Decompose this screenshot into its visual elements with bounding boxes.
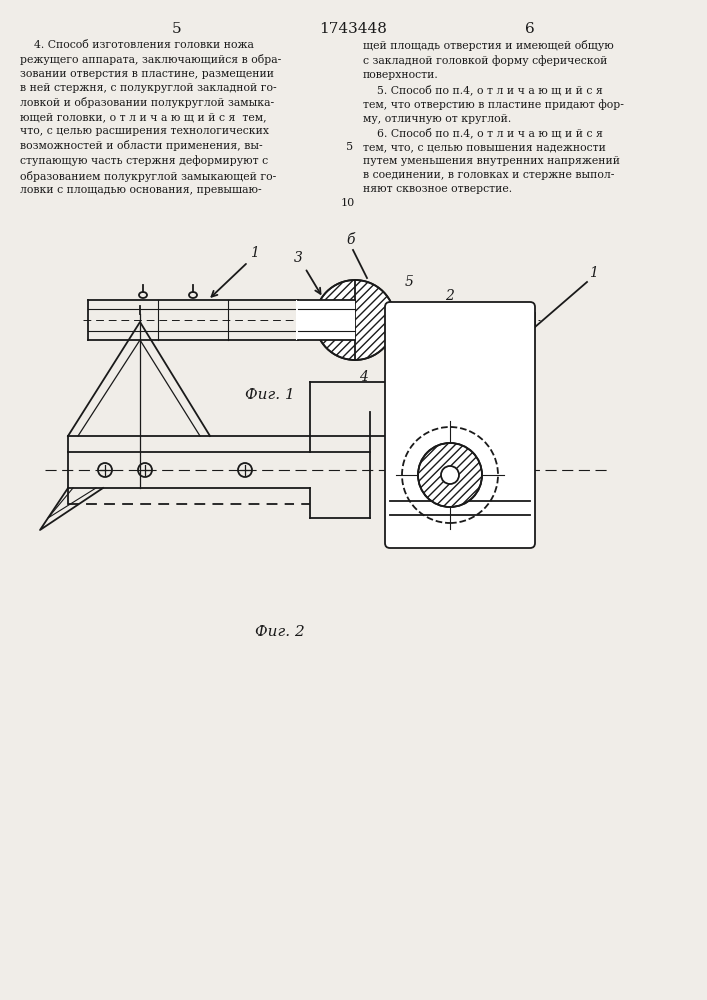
Text: Фиг. 1: Фиг. 1 <box>245 388 295 402</box>
Text: 3: 3 <box>509 441 518 455</box>
Text: 3: 3 <box>294 251 303 265</box>
Text: Фиг. 2: Фиг. 2 <box>255 625 305 639</box>
Text: 1: 1 <box>250 246 259 260</box>
Text: щей площадь отверстия и имеющей общую
с закладной головкой форму сферической
пов: щей площадь отверстия и имеющей общую с … <box>363 40 624 194</box>
Text: 1: 1 <box>589 266 598 280</box>
FancyBboxPatch shape <box>385 302 535 548</box>
Text: 4. Способ изготовления головки ножа
режущего аппарата, заключающийся в обра-
зов: 4. Способ изготовления головки ножа режу… <box>20 40 281 195</box>
Circle shape <box>315 280 395 360</box>
Circle shape <box>441 466 459 484</box>
Text: 4: 4 <box>358 370 368 384</box>
Text: 5: 5 <box>405 275 414 289</box>
Text: 5: 5 <box>173 22 182 36</box>
Text: 6: 6 <box>525 22 535 36</box>
Text: 10: 10 <box>341 198 355 208</box>
Text: 5: 5 <box>346 142 354 152</box>
Circle shape <box>418 443 482 507</box>
Text: 2: 2 <box>445 289 454 303</box>
Bar <box>296 300 355 340</box>
Text: б: б <box>346 233 355 247</box>
Text: 2: 2 <box>509 493 518 507</box>
Bar <box>395 307 495 333</box>
Text: б: б <box>509 475 518 489</box>
Bar <box>495 313 535 327</box>
Text: 1743448: 1743448 <box>319 22 387 36</box>
